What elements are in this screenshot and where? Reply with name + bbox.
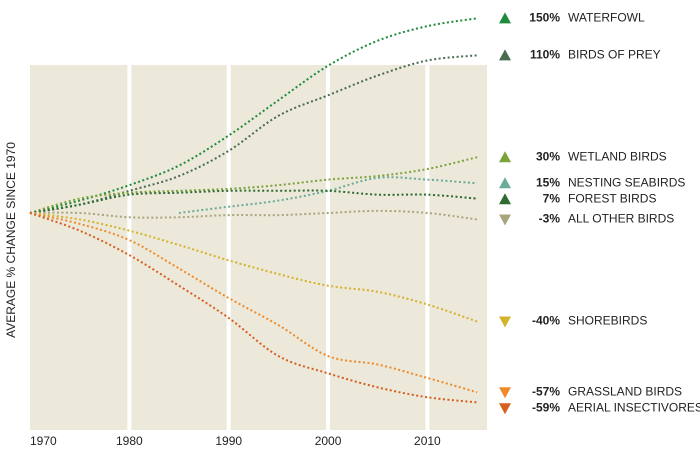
legend-marker [499, 151, 511, 163]
legend-label: BIRDS OF PREY [568, 48, 661, 62]
legend-marker [499, 177, 511, 189]
x-tick-label: 2010 [414, 434, 441, 448]
legend-label: NESTING SEABIRDS [568, 175, 685, 189]
series-line [29, 211, 478, 323]
legend-marker [499, 316, 511, 328]
legend-marker [499, 49, 511, 61]
legend-label: GRASSLAND BIRDS [568, 384, 682, 398]
y-axis-title: AVERAGE % CHANGE SINCE 1970 [4, 142, 18, 338]
value-label: 15% [536, 175, 560, 189]
value-label: -40% [532, 314, 560, 328]
series-line [29, 17, 478, 214]
series-line [29, 54, 478, 214]
x-tick-label: 1970 [30, 434, 57, 448]
legend-label: FOREST BIRDS [568, 191, 656, 205]
legend-label: WATERFOWL [568, 11, 645, 25]
legend-marker [499, 12, 511, 24]
legend-marker [499, 193, 511, 205]
value-label: 150% [529, 11, 560, 25]
value-label: -59% [532, 400, 560, 414]
x-tick-label: 2000 [315, 434, 342, 448]
legend-marker [499, 387, 511, 399]
legend-label: AERIAL INSECTIVORES [568, 400, 700, 414]
series-line [29, 211, 478, 394]
legend-label: SHOREBIRDS [568, 314, 647, 328]
value-label: 7% [543, 191, 561, 205]
value-label: -3% [539, 212, 561, 226]
series-line [29, 156, 478, 214]
legend-marker [499, 214, 511, 226]
value-label: -57% [532, 384, 560, 398]
legend-label: WETLAND BIRDS [568, 149, 667, 163]
x-tick-label: 1980 [116, 434, 143, 448]
value-label: 30% [536, 149, 560, 163]
plot-background [30, 65, 487, 430]
x-tick-label: 1990 [215, 434, 242, 448]
series-line [178, 176, 478, 214]
value-label: 110% [530, 48, 560, 62]
legend-marker [499, 403, 511, 415]
series-line [29, 189, 478, 214]
legend-label: ALL OTHER BIRDS [568, 212, 674, 226]
series-line [29, 212, 478, 404]
